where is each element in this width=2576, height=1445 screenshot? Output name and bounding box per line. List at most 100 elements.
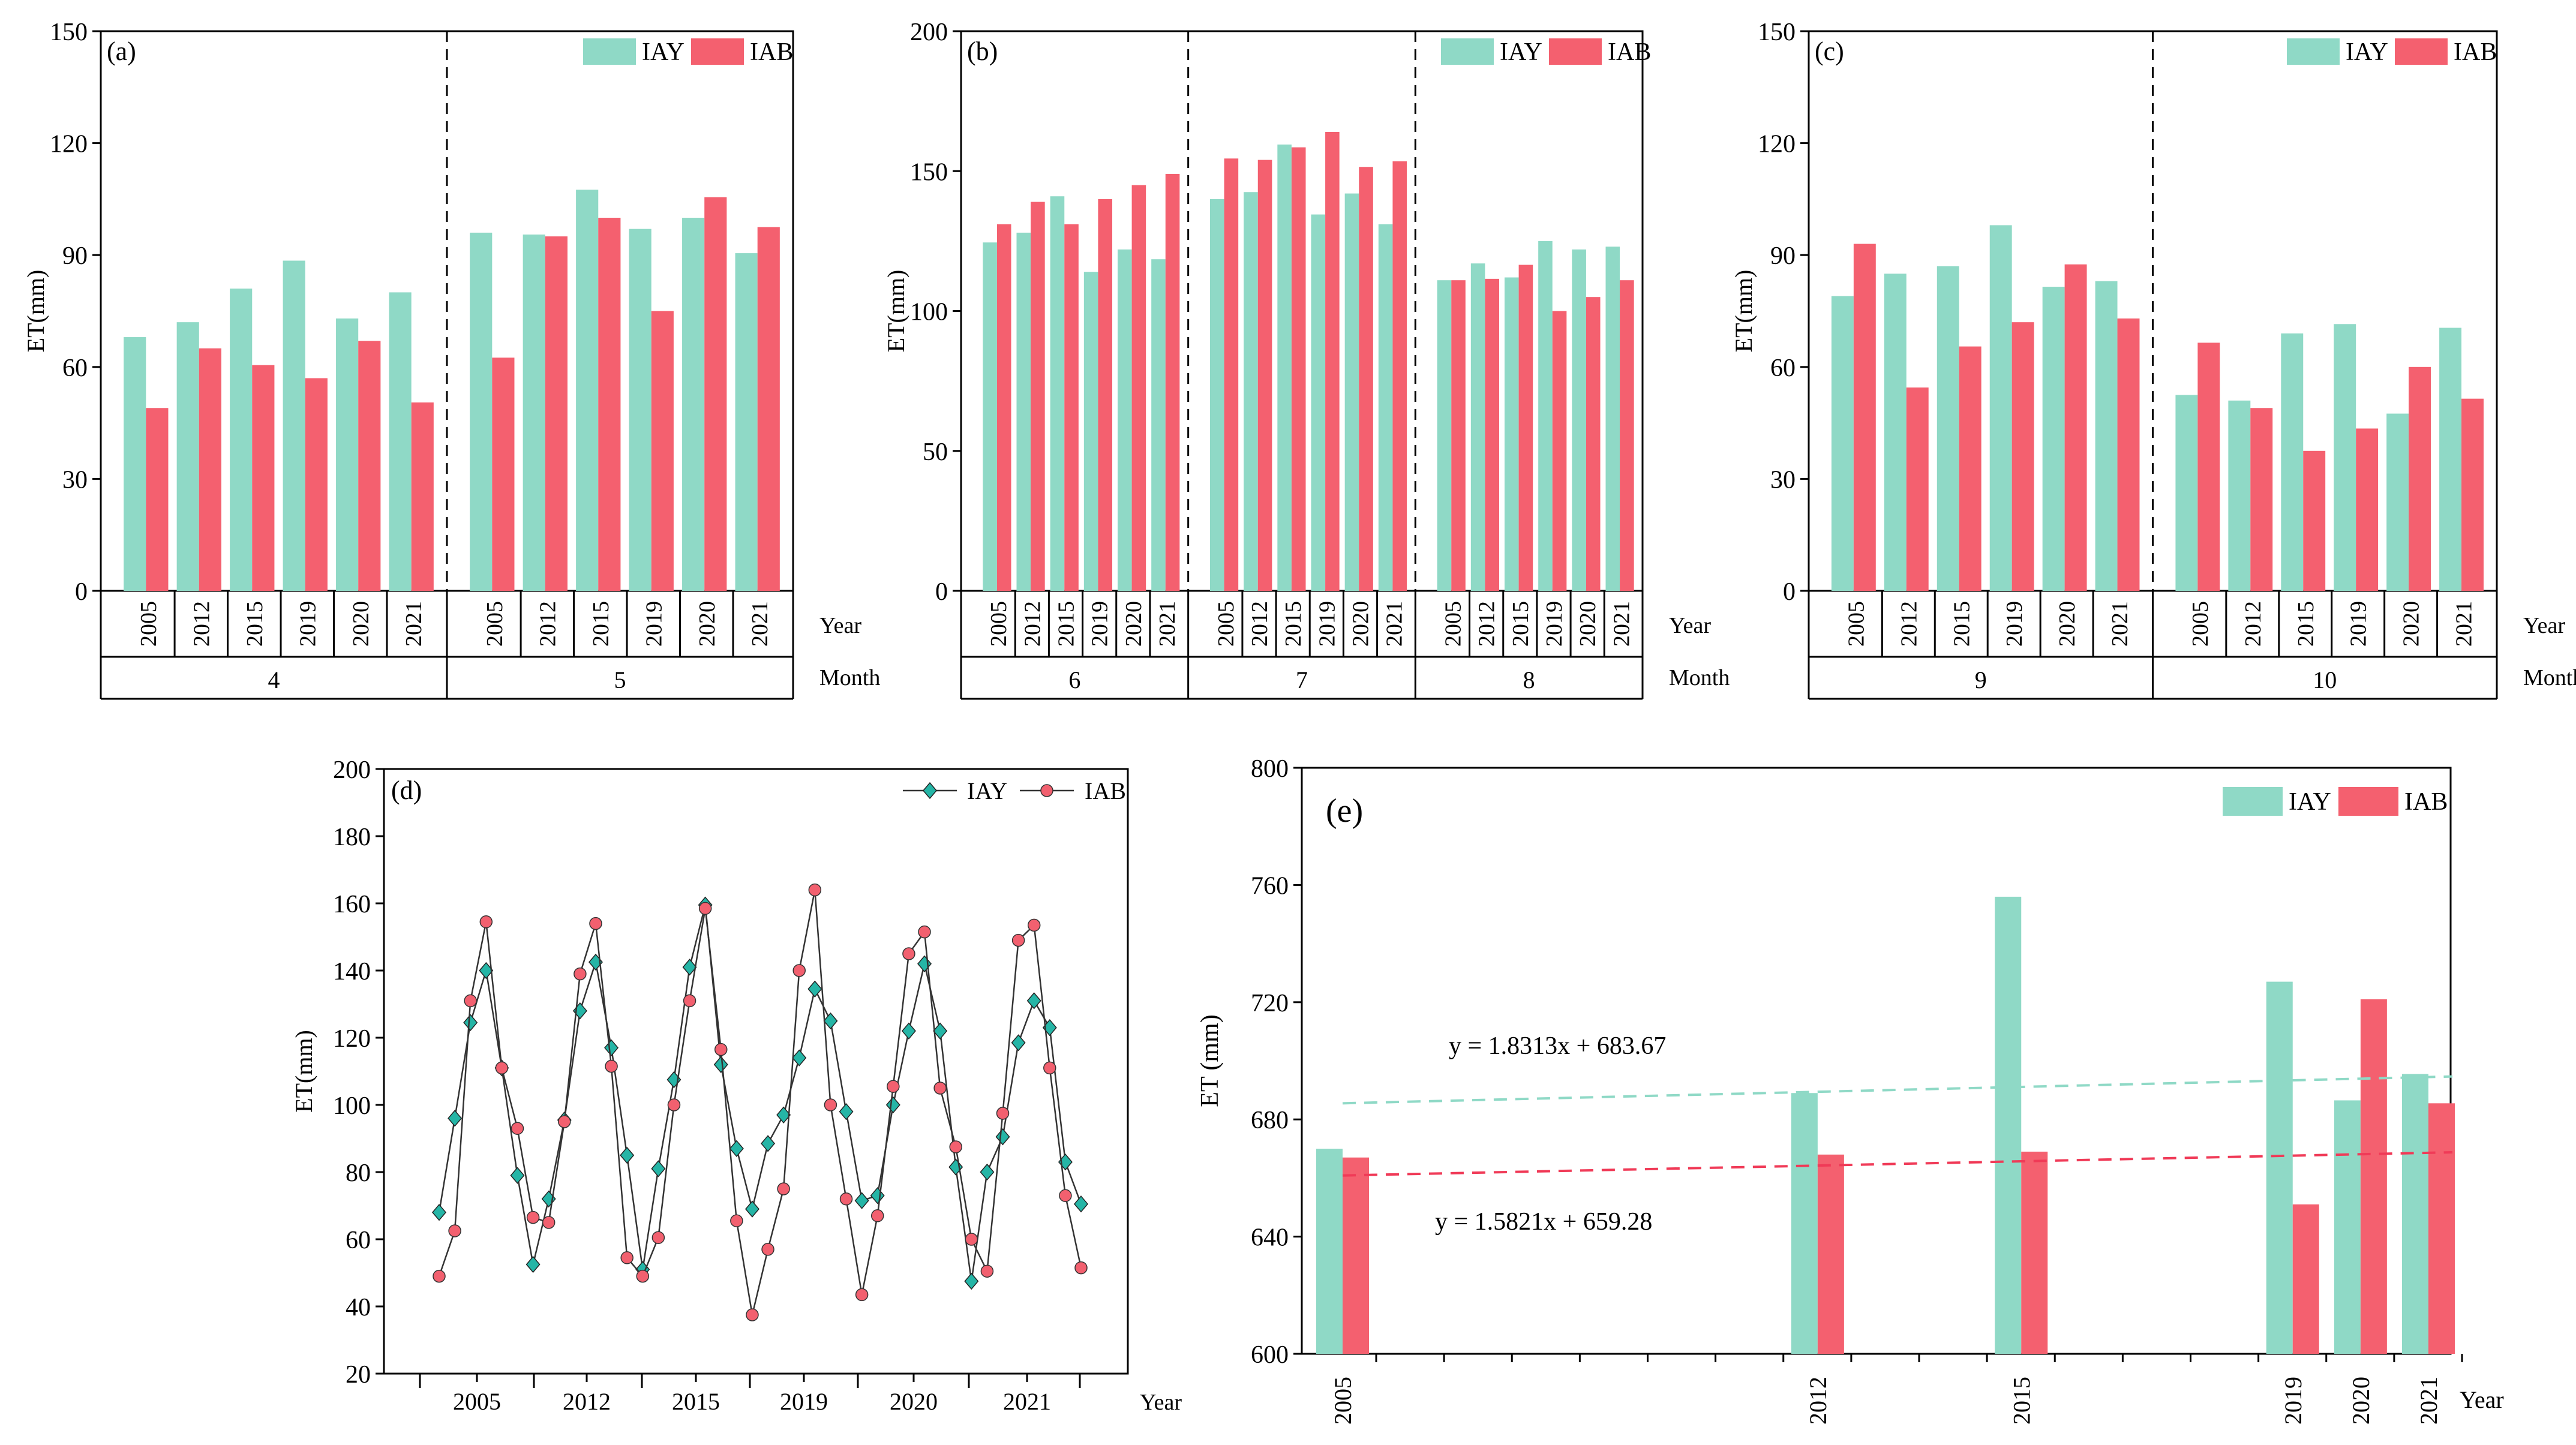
legend-swatch-iab <box>1549 38 1602 65</box>
legend-label-iay: IAY <box>2346 38 2388 66</box>
data-point-iay <box>901 1022 916 1040</box>
data-point-iay <box>526 1255 541 1273</box>
data-point-iay <box>839 1103 854 1120</box>
year-tick-label: 2005 <box>482 601 508 647</box>
x-axis-title: Year <box>1140 1390 1182 1415</box>
data-point-iab <box>996 1107 1010 1120</box>
legend-label-iab: IAB <box>2404 788 2448 816</box>
data-point-iab <box>1043 1061 1056 1075</box>
legend-label-iay: IAY <box>967 777 1007 804</box>
data-point-iay <box>980 1163 995 1181</box>
bar-iay <box>1572 249 1586 591</box>
bar-iab <box>704 197 727 591</box>
data-point-iab <box>714 1043 728 1056</box>
trend-equation-iay: y = 1.8313x + 683.67 <box>1449 1032 1666 1060</box>
panel-label: (a) <box>107 37 136 66</box>
year-tick-label: 2021 <box>1609 601 1634 647</box>
data-point-iay <box>792 1049 807 1067</box>
y-tick-label: 100 <box>910 299 948 326</box>
bar-iay <box>1995 896 2022 1354</box>
bar-iay <box>1016 232 1031 591</box>
data-point-iab <box>824 1098 837 1111</box>
bar-iay <box>629 229 651 591</box>
data-point-iab <box>887 1080 900 1093</box>
legend-label-iay: IAY <box>1500 38 1542 66</box>
year-tick-label: 2021 <box>747 601 773 647</box>
bar-iay <box>1316 1149 1343 1354</box>
bar-iab <box>545 236 568 591</box>
data-point-iay <box>1074 1195 1088 1213</box>
data-point-iab <box>855 1288 869 1302</box>
panel-label: (e) <box>1326 792 1363 830</box>
bar-iay <box>576 190 599 591</box>
data-point-iab <box>448 1224 461 1237</box>
bar-iay <box>1605 247 1620 591</box>
y-tick-label: 30 <box>1770 466 1796 494</box>
year-tick-label: 2020 <box>2399 601 2424 647</box>
data-point-iay <box>604 1039 619 1056</box>
bar-iab <box>1586 297 1601 591</box>
plot-frame <box>383 768 1129 1375</box>
y-tick-label: 0 <box>1783 578 1796 606</box>
year-tick-label: 2015 <box>589 601 614 647</box>
bar-iab <box>1392 161 1407 591</box>
bar-iay <box>1344 193 1359 591</box>
y-tick-label: 40 <box>346 1294 371 1321</box>
bar-iab <box>252 365 275 591</box>
x-tick-label: 2012 <box>563 1388 611 1415</box>
data-point-iab <box>1011 933 1025 947</box>
data-point-iab <box>933 1082 947 1095</box>
bar-iay <box>735 253 758 591</box>
legend-marker-iay <box>923 782 937 800</box>
year-tick-label: 2015 <box>2293 601 2319 647</box>
data-point-iay <box>682 959 697 976</box>
bar-iay <box>682 218 705 591</box>
year-tick-label: 2021 <box>2107 601 2133 647</box>
bar-iay <box>1311 214 1326 591</box>
data-point-iab <box>1027 918 1041 932</box>
legend-swatch-iay <box>2287 38 2340 65</box>
data-point-iab <box>839 1192 853 1206</box>
trendline-iay <box>1342 1075 2453 1105</box>
year-tick-label: 2012 <box>535 601 560 647</box>
bar-iay <box>1831 296 1854 591</box>
data-point-iab <box>636 1269 650 1283</box>
year-tick-label: 2005 <box>2188 601 2213 647</box>
year-tick-label: 2012 <box>1020 601 1045 647</box>
bar-iay <box>1791 1093 1818 1354</box>
month-label: 6 <box>1068 666 1080 693</box>
data-point-iab <box>1074 1261 1088 1275</box>
y-tick-label: 120 <box>1758 131 1796 158</box>
bar-iab <box>1485 278 1500 591</box>
panel-label: (c) <box>1815 37 1844 66</box>
month-label: 7 <box>1296 666 1308 693</box>
legend-swatch-iay <box>1441 38 1494 65</box>
bar-iay <box>230 289 253 591</box>
data-point-iay <box>964 1272 979 1290</box>
legend-swatch-iab <box>691 38 744 65</box>
bar-iay <box>2281 333 2304 591</box>
bar-iab <box>1451 280 1466 591</box>
y-tick-label: 680 <box>1251 1107 1289 1134</box>
legend-swatch-iay <box>583 38 636 65</box>
month-label: 9 <box>1975 666 1987 693</box>
bar-iab <box>1343 1157 1369 1354</box>
bar-iab <box>2117 318 2140 591</box>
year-tick-label: 2021 <box>1155 601 1180 647</box>
data-point-iab <box>792 964 806 977</box>
x-tick-label: 2021 <box>1003 1388 1051 1415</box>
panel-e-chart: 600 640 680 720 760 800 ET (mm) (e) 2005 2012 2015… <box>1196 755 2504 1425</box>
data-point-iab <box>620 1251 634 1264</box>
bar-iab <box>2303 450 2326 591</box>
bar-iay <box>1209 199 1224 591</box>
data-point-iab <box>730 1214 743 1227</box>
bar-iab <box>2461 398 2484 591</box>
year-tick-label: 2015 <box>1508 601 1533 647</box>
bar-iab <box>1518 265 1533 591</box>
y-tick-label: 80 <box>346 1159 371 1187</box>
data-point-iay <box>1011 1034 1026 1052</box>
y-tick-label: 30 <box>62 466 88 494</box>
data-point-iab <box>574 967 587 981</box>
bar-iay <box>1470 263 1485 591</box>
legend-swatch-iab <box>2338 787 2398 816</box>
